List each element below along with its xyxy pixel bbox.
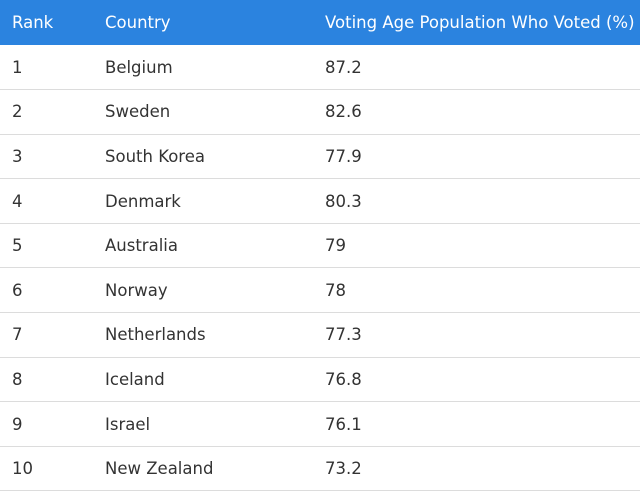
table-row: 5 Australia 79 [0, 223, 640, 268]
table-header: Rank Country Voting Age Population Who V… [0, 0, 640, 45]
cell-country: New Zealand [105, 459, 214, 479]
header-row: Rank Country Voting Age Population Who V… [0, 0, 640, 45]
cell-country: Israel [105, 414, 151, 434]
cell-rank: 1 [12, 57, 23, 77]
cell-voted: 87.2 [325, 57, 362, 77]
cell-country: Netherlands [105, 325, 206, 345]
header-rank[interactable]: Rank [12, 13, 54, 32]
table-body: 1 Belgium 87.2 2 Sweden 82.6 3 South Kor… [0, 45, 640, 491]
cell-rank: 5 [12, 236, 23, 256]
table-row: 6 Norway 78 [0, 268, 640, 313]
table-row: 1 Belgium 87.2 [0, 45, 640, 90]
cell-rank: 9 [12, 414, 23, 434]
header-voted[interactable]: Voting Age Population Who Voted (%) [325, 13, 635, 32]
cell-rank: 8 [12, 369, 23, 389]
cell-voted: 79 [325, 236, 346, 256]
cell-country: Iceland [105, 369, 165, 389]
cell-voted: 76.8 [325, 369, 362, 389]
table-row: 2 Sweden 82.6 [0, 90, 640, 135]
cell-rank: 3 [12, 146, 23, 166]
cell-country: Belgium [105, 57, 173, 77]
header-country[interactable]: Country [105, 13, 171, 32]
cell-rank: 7 [12, 325, 23, 345]
table-row: 4 Denmark 80.3 [0, 179, 640, 224]
cell-voted: 80.3 [325, 191, 362, 211]
table-row: 7 Netherlands 77.3 [0, 313, 640, 358]
cell-country: Australia [105, 236, 178, 256]
cell-rank: 2 [12, 102, 23, 122]
cell-rank: 6 [12, 280, 23, 300]
cell-country: Norway [105, 280, 168, 300]
cell-voted: 73.2 [325, 459, 362, 479]
cell-voted: 78 [325, 280, 346, 300]
cell-voted: 77.9 [325, 146, 362, 166]
table-row: 9 Israel 76.1 [0, 402, 640, 447]
table-row: 3 South Korea 77.9 [0, 134, 640, 179]
table-row: 10 New Zealand 73.2 [0, 446, 640, 491]
table-row: 8 Iceland 76.8 [0, 357, 640, 402]
cell-country: South Korea [105, 146, 205, 166]
cell-country: Denmark [105, 191, 181, 211]
cell-voted: 77.3 [325, 325, 362, 345]
cell-country: Sweden [105, 102, 171, 122]
cell-voted: 76.1 [325, 414, 362, 434]
cell-rank: 10 [12, 459, 33, 479]
cell-rank: 4 [12, 191, 23, 211]
cell-voted: 82.6 [325, 102, 362, 122]
